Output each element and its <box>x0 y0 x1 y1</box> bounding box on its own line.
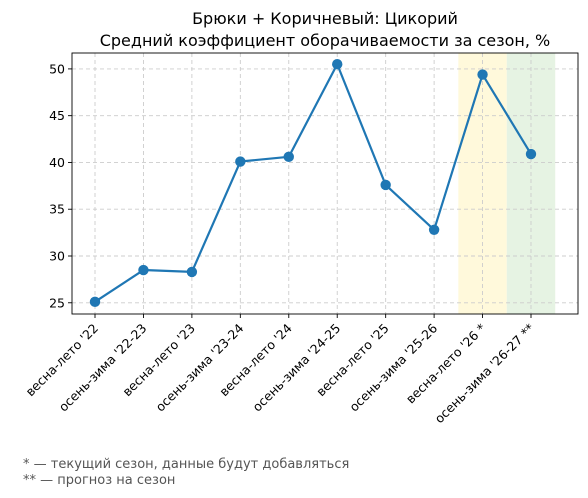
y-tick-label-1: 30 <box>49 249 65 264</box>
data-point-4 <box>283 151 294 163</box>
highlight-bands <box>458 53 556 314</box>
x-tick-label-7: осень-зима '25-26 <box>346 320 440 414</box>
data-point-7 <box>428 224 440 236</box>
grid-lines <box>72 53 578 314</box>
x-tick-label-9: осень-зима '26-27 ** <box>432 321 538 427</box>
highlight-band-0 <box>458 53 507 314</box>
data-point-6 <box>380 179 391 191</box>
chart-title: Брюки + Коричневый: Цикорий <box>192 9 458 28</box>
series-layer <box>89 59 537 308</box>
data-point-3 <box>235 156 246 167</box>
y-tick-label-5: 50 <box>49 61 65 76</box>
x-tick-label-3: осень-зима '23-24 <box>153 320 247 414</box>
data-point-1 <box>138 264 149 276</box>
highlight-band-1 <box>506 53 556 314</box>
x-tick-label-1: осень-зима '22-23 <box>56 321 150 415</box>
y-tick-label-2: 35 <box>49 202 65 217</box>
series-line-0 <box>94 63 532 303</box>
footnote-forecast: ** — прогноз на сезон <box>23 473 176 488</box>
data-point-9 <box>525 148 537 160</box>
y-tick-label-4: 45 <box>49 108 65 123</box>
footnote-current-season: * — текущий сезон, данные будут добавлят… <box>23 457 350 472</box>
x-tick-label-5: осень-зима '24-25 <box>249 321 343 415</box>
data-point-2 <box>186 266 198 278</box>
chart-subtitle: Средний коэффициент оборачиваемости за с… <box>100 31 551 50</box>
data-point-5 <box>332 59 343 70</box>
y-tick-label-3: 40 <box>49 155 65 170</box>
data-point-0 <box>89 296 101 308</box>
plot-frame <box>71 52 579 315</box>
data-point-8 <box>477 69 488 80</box>
y-tick-label-0: 25 <box>49 295 65 310</box>
